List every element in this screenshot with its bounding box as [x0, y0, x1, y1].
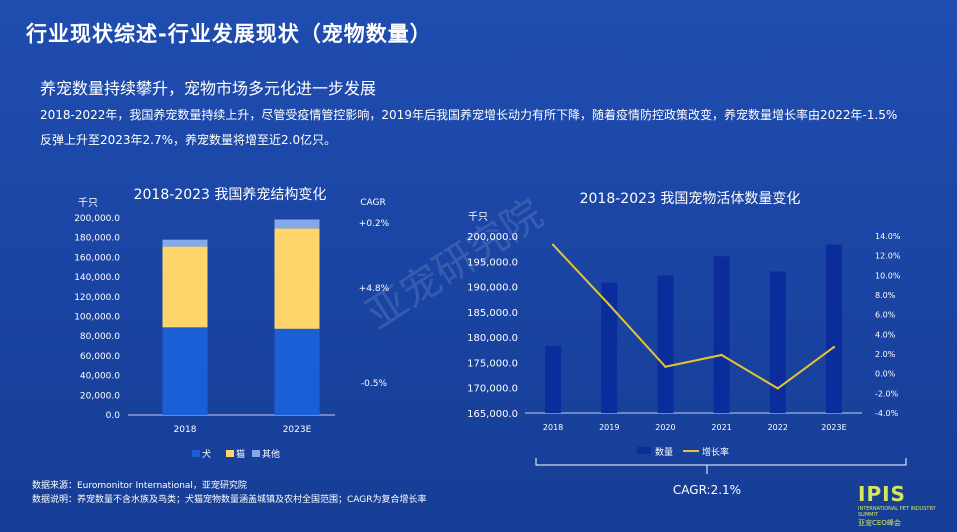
logo-main: IPIS — [858, 482, 906, 506]
right-y2-tick: 14.0% — [875, 232, 901, 241]
right-bar-2020 — [657, 275, 674, 413]
right-y2-tick: 12.0% — [875, 252, 901, 261]
cagr-value: -0.5% — [361, 379, 388, 389]
left-y-tick: 160,000.0 — [74, 253, 120, 263]
legend-label-其他: 其他 — [262, 448, 280, 460]
right-x-tick: 2020 — [655, 423, 675, 432]
left-y-tick: 20,000.0 — [80, 391, 120, 401]
left-y-tick: 200,000.0 — [74, 214, 120, 224]
right-y-tick: 190,000.0 — [467, 283, 518, 294]
left-y-tick: 80,000.0 — [80, 332, 120, 342]
legend-swatch-数量 — [637, 447, 651, 454]
right-y-tick: 200,000.0 — [467, 232, 518, 243]
growth-rate-point — [776, 387, 779, 390]
left-bar-2023E-其他 — [274, 219, 320, 229]
logo-sub2: 亚宠CEO峰会 — [858, 519, 901, 527]
legend-label-数量: 数量 — [655, 446, 673, 458]
left-y-tick: 180,000.0 — [74, 234, 120, 244]
left-x-tick: 2023E — [283, 425, 312, 435]
growth-rate-point — [551, 243, 555, 247]
right-y2-tick: 8.0% — [875, 291, 896, 300]
right-y2-tick: 10.0% — [875, 271, 901, 280]
legend-swatch-犬 — [192, 450, 200, 457]
left-y-tick: 100,000.0 — [74, 313, 120, 323]
right-chart-title: 2018-2023 我国宠物活体数量变化 — [580, 191, 801, 207]
right-x-tick: 2021 — [711, 423, 731, 432]
left-y-tick: 0.0 — [106, 411, 121, 421]
right-bar-2019 — [601, 282, 618, 413]
page-title: 行业现状综述-行业发展现状（宠物数量） — [26, 22, 432, 46]
cagr-total: CAGR:2.1% — [673, 483, 741, 497]
right-y2-tick: -2.0% — [875, 389, 899, 398]
right-x-tick: 2023E — [821, 423, 846, 432]
legend-label-犬: 犬 — [202, 448, 211, 460]
right-y-tick: 195,000.0 — [467, 257, 518, 268]
left-y-tick: 120,000.0 — [74, 293, 120, 303]
left-bar-2018-犬 — [162, 327, 208, 415]
right-chart-unit: 千只 — [468, 211, 488, 223]
left-bar-2023E-犬 — [274, 328, 320, 415]
right-y2-tick: 0.0% — [875, 370, 896, 379]
page-description: 2018-2022年，我国养宠数量持续上升，尽管受疫情管控影响，2019年后我国… — [40, 108, 898, 147]
legend-swatch-其他 — [252, 450, 260, 457]
right-y2-tick: 4.0% — [875, 330, 896, 339]
right-x-tick: 2022 — [768, 423, 788, 432]
right-bar-2018 — [545, 345, 562, 413]
right-y-tick: 180,000.0 — [467, 333, 518, 344]
cagr-value: +0.2% — [359, 219, 390, 229]
left-chart-title: 2018-2023 我国养宠结构变化 — [134, 187, 327, 203]
right-bar-2022 — [769, 271, 786, 413]
ipis-logo: IPIS INTERNATIONAL PET INDUSTRY SUMMIT 亚… — [858, 482, 948, 528]
cagr-label: CAGR — [360, 198, 386, 208]
legend-label-增长率: 增长率 — [702, 446, 729, 458]
right-bar-2021 — [713, 256, 730, 413]
growth-rate-point — [832, 345, 836, 349]
growth-rate-point — [720, 353, 723, 357]
growth-rate-point — [608, 303, 611, 307]
legend-swatch-猫 — [226, 450, 234, 457]
right-x-tick: 2018 — [543, 423, 563, 432]
right-y2-tick: 2.0% — [875, 350, 896, 359]
growth-rate-point — [664, 365, 667, 368]
left-x-tick: 2018 — [174, 425, 197, 435]
watermark: 亚宠研究院 — [358, 191, 551, 339]
left-y-tick: 60,000.0 — [80, 352, 120, 362]
right-y-tick: 175,000.0 — [467, 358, 518, 369]
right-y-tick: 165,000.0 — [467, 409, 518, 420]
left-bar-2023E-猫 — [274, 228, 320, 329]
right-y2-tick: -4.0% — [875, 409, 899, 418]
legend-label-猫: 猫 — [236, 448, 245, 460]
cagr-value: +4.8% — [359, 284, 390, 294]
left-bar-2018-猫 — [162, 246, 208, 328]
right-bar-2023E — [825, 244, 842, 413]
cagr-bracket — [535, 458, 907, 466]
left-y-tick: 140,000.0 — [74, 273, 120, 283]
right-y2-tick: 6.0% — [875, 311, 896, 320]
right-y-tick: 170,000.0 — [467, 384, 518, 395]
right-x-tick: 2019 — [599, 423, 619, 432]
page-subtitle: 养宠数量持续攀升，宠物市场多元化进一步发展 — [40, 79, 377, 98]
data-note: 数据说明：养宠数量不含水族及鸟类；犬猫宠物数量涵盖城镇及农村全国范围；CAGR为… — [32, 495, 427, 505]
growth-rate-line — [552, 244, 835, 390]
left-chart-unit: 千只 — [78, 197, 98, 209]
right-y-tick: 185,000.0 — [467, 308, 518, 319]
left-bar-2018-其他 — [162, 239, 208, 247]
left-y-tick: 40,000.0 — [80, 372, 120, 382]
source-note: 数据来源：Euromonitor International，亚宠研究院 — [32, 481, 247, 491]
logo-sub1: INTERNATIONAL PET INDUSTRY SUMMIT — [858, 506, 936, 518]
